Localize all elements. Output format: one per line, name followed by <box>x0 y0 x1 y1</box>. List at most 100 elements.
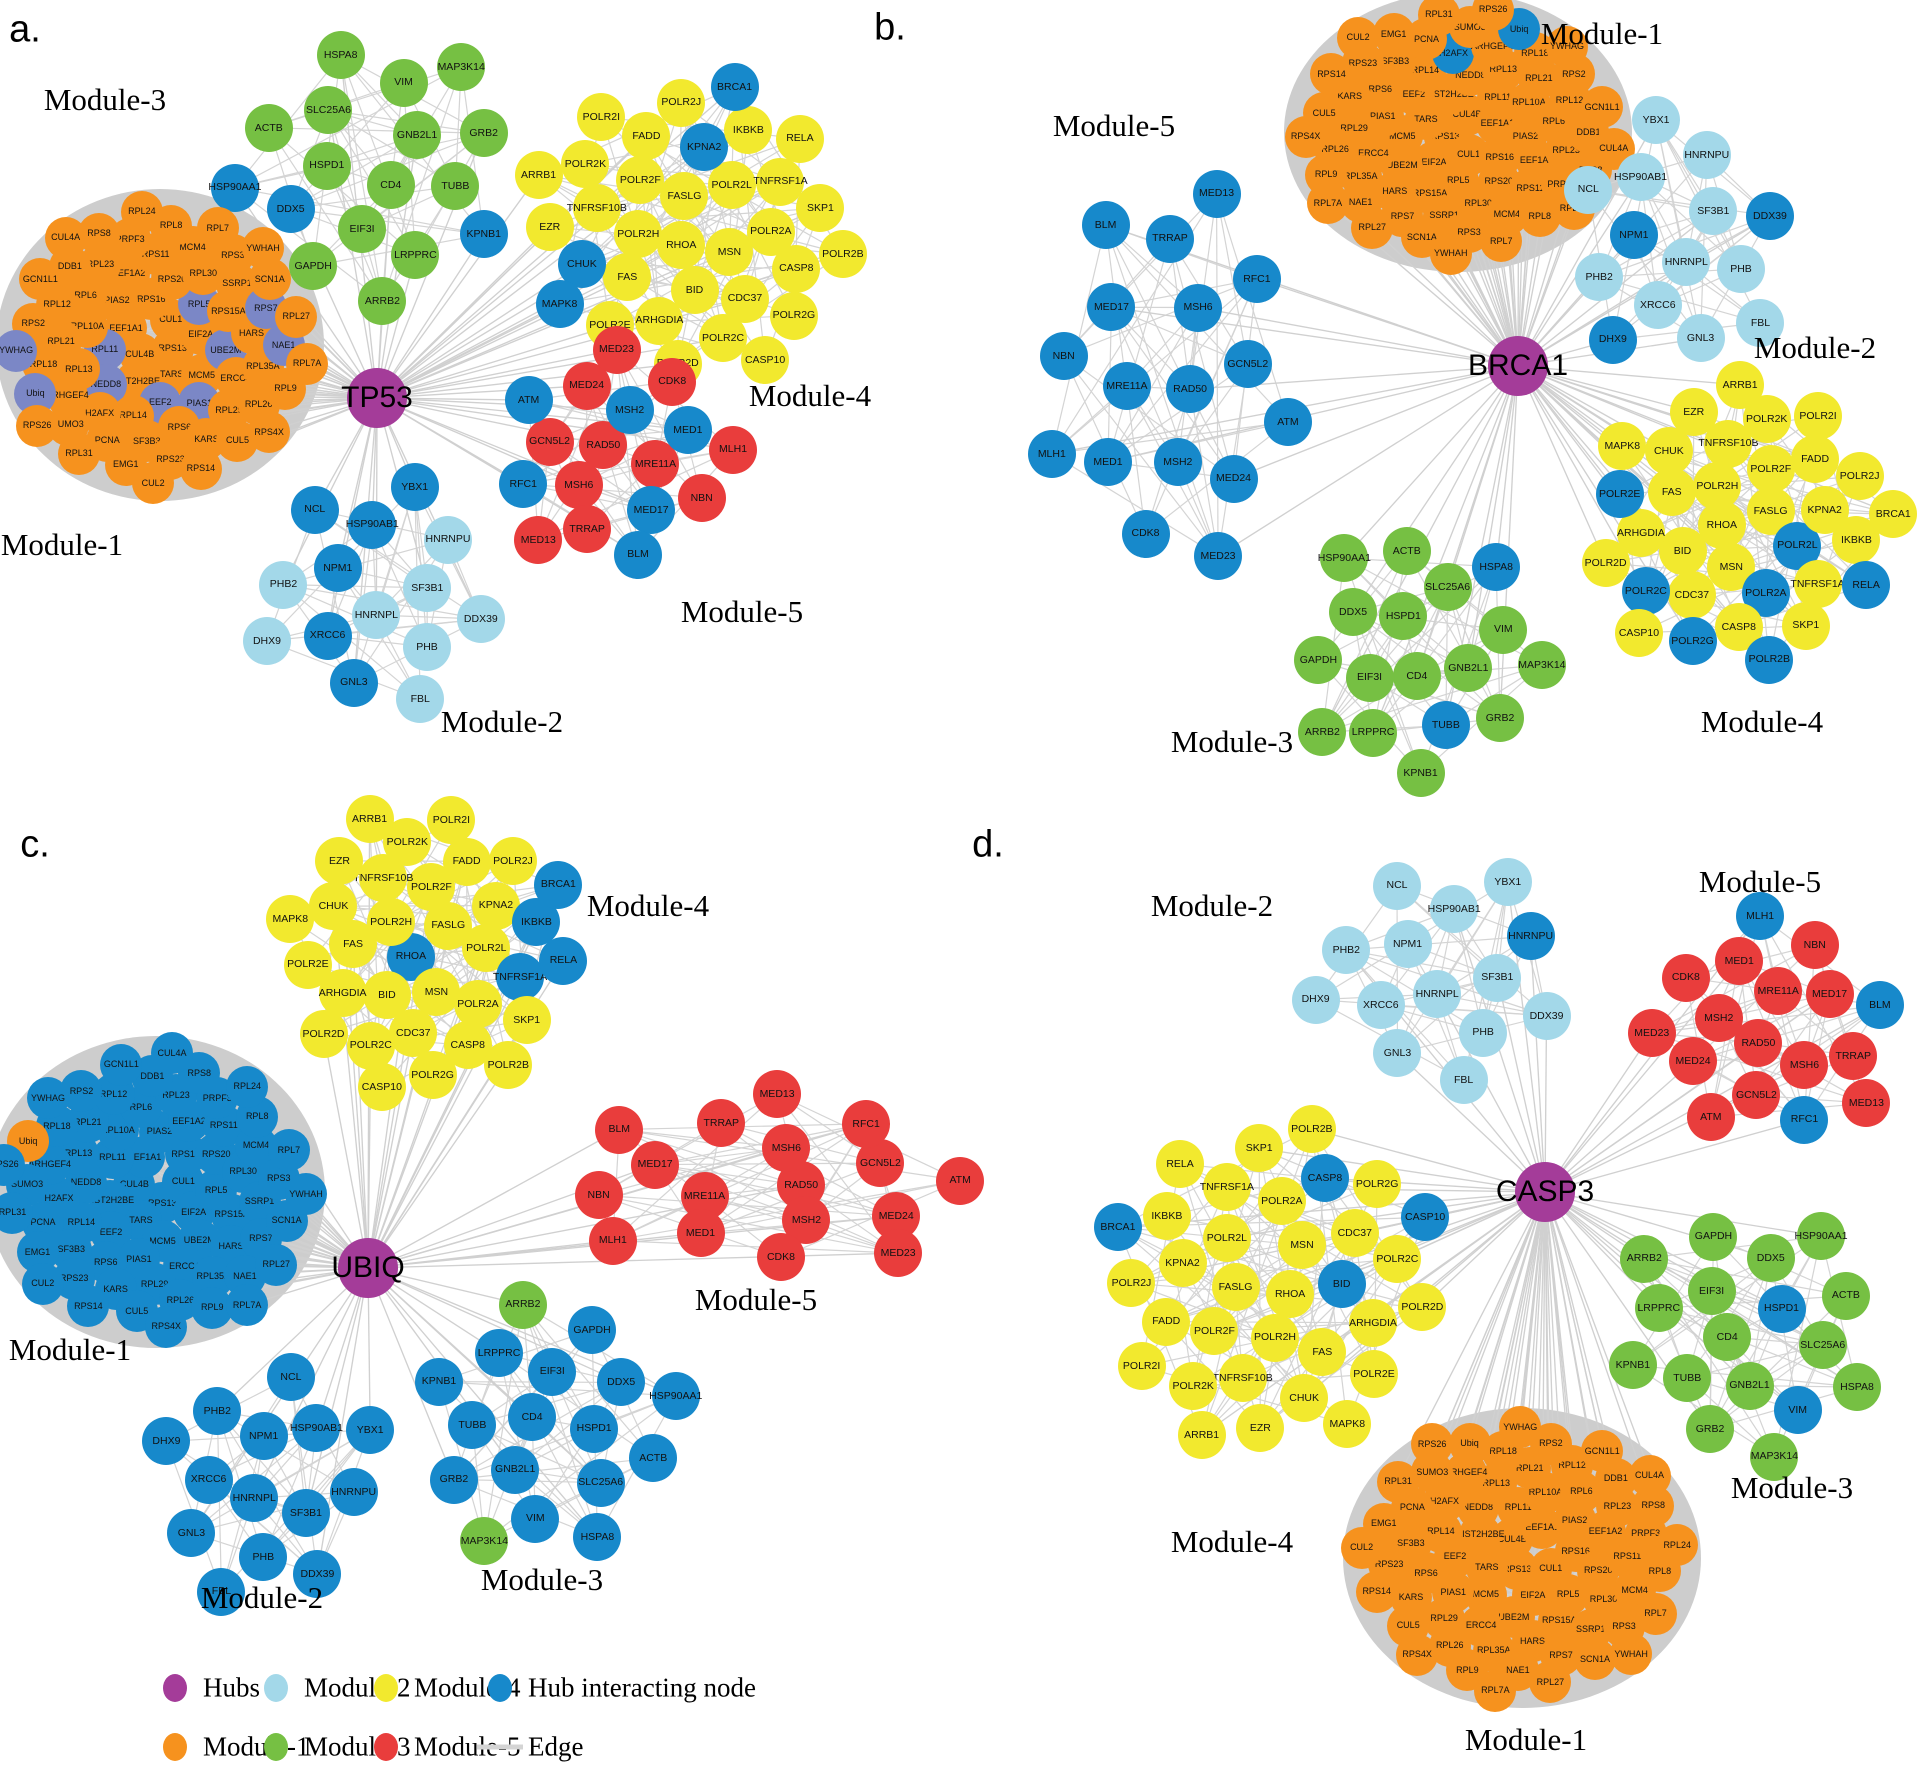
node-rad50: RAD50 <box>1734 1018 1783 1067</box>
node-phb: PHB <box>403 622 452 671</box>
node-ywhag: YWHAG <box>0 329 38 372</box>
node-polr2b: POLR2B <box>1745 635 1794 684</box>
legend-swatch-module-5 <box>374 1733 398 1761</box>
node-blm: BLM <box>1855 981 1904 1030</box>
edge <box>1346 935 1531 951</box>
node-rpl27: RPL27 <box>255 1243 298 1286</box>
edge <box>1169 238 1235 479</box>
module-label-module-2-panel-d: Module-2 <box>1150 888 1274 923</box>
node-casp10: CASP10 <box>741 336 790 385</box>
node-arrb1: ARRB1 <box>345 795 394 844</box>
module-label-module-5-panel-b: Module-5 <box>1052 108 1176 143</box>
node-blm: BLM <box>1081 201 1130 250</box>
node-xrcc6: XRCC6 <box>1356 980 1405 1029</box>
node-cul2: CUL2 <box>21 1262 64 1305</box>
node-med1: MED1 <box>663 405 712 454</box>
edge <box>1226 1191 1546 1239</box>
edge <box>1259 1147 1546 1193</box>
node-tnfrsf1a: TNFRSF1A <box>493 953 547 1002</box>
edge <box>1770 1258 1799 1411</box>
hub-node-casp3: CASP3 <box>1496 1162 1594 1222</box>
node-hspa8: HSPA8 <box>316 31 365 80</box>
node-cdk8: CDK8 <box>1661 953 1710 1002</box>
node-arrb1: ARRB1 <box>1177 1411 1226 1460</box>
node-gapdh: GAPDH <box>289 241 338 290</box>
hub-node-brca1: BRCA1 <box>1468 336 1568 396</box>
node-rpl7: RPL7 <box>1634 1592 1677 1635</box>
node-faslg: FASLG <box>660 171 709 220</box>
node-cd4: CD4 <box>366 161 415 210</box>
edge <box>290 208 484 236</box>
node-polr2j: POLR2J <box>1107 1259 1156 1308</box>
edge <box>1201 1287 1237 1436</box>
module-label-module-1-panel-c: Module-1 <box>8 1332 132 1367</box>
edge <box>1598 154 1708 278</box>
node-grb2: GRB2 <box>459 109 508 158</box>
node-slc25a6: SLC25A6 <box>1798 1320 1847 1369</box>
module-label-module-2-panel-b: Module-2 <box>1753 330 1877 365</box>
node-hspd1: HSPD1 <box>1757 1284 1806 1333</box>
edge <box>1321 551 1408 733</box>
node-casp10: CASP10 <box>1614 608 1663 657</box>
node-ezr: EZR <box>525 202 574 251</box>
node-rpl27: RPL27 <box>1529 1661 1572 1704</box>
edge <box>376 226 551 399</box>
node-polr2h: POLR2H <box>1251 1313 1299 1362</box>
node-polr2c: POLR2C <box>699 314 748 363</box>
node-cd4: CD4 <box>1392 651 1441 700</box>
node-polr2d: POLR2D <box>299 1009 348 1058</box>
hub-node-ubiq: UBIQ <box>331 1238 405 1298</box>
node-trrap: TRRAP <box>697 1099 746 1148</box>
edge <box>376 298 746 399</box>
node-hspa8: HSPA8 <box>1832 1363 1881 1412</box>
edge <box>498 1352 598 1538</box>
edge <box>453 1457 654 1481</box>
module-label-module-2-panel-a: Module-2 <box>440 704 564 739</box>
node-npm1: NPM1 <box>1383 919 1432 968</box>
node-polr2a: POLR2A <box>453 980 502 1029</box>
node-rpl31: RPL31 <box>57 432 100 475</box>
node-atm: ATM <box>1686 1093 1735 1142</box>
node-mapk8: MAPK8 <box>535 280 584 329</box>
edge <box>367 884 559 1269</box>
node-atm: ATM <box>1263 397 1312 446</box>
node-faslg: FASLG <box>1211 1263 1260 1312</box>
node-mapk8: MAPK8 <box>1323 1400 1372 1449</box>
edge <box>1544 1191 1654 1507</box>
node-kpnb1: KPNB1 <box>1608 1341 1657 1390</box>
node-ncl: NCL <box>290 485 339 534</box>
edge <box>216 1267 369 1412</box>
node-hspa8: HSPA8 <box>1472 542 1521 591</box>
node-rela: RELA <box>539 936 588 985</box>
node-ncl: NCL <box>1564 165 1613 214</box>
node-polr2g: POLR2G <box>408 1051 457 1100</box>
node-polr2j: POLR2J <box>657 78 706 127</box>
node-gnb2l1: GNB2L1 <box>393 110 442 159</box>
node-rad50: RAD50 <box>1166 365 1215 414</box>
edge <box>1496 977 1546 1193</box>
node-mlh1: MLH1 <box>709 425 758 474</box>
node-ywhah: YWHAH <box>241 227 284 270</box>
edge <box>1436 993 1546 1193</box>
legend-label-edge: Edge <box>528 1731 584 1762</box>
module-label-module-1-panel-b: Module-1 <box>1540 16 1664 51</box>
node-arrb1: ARRB1 <box>1716 360 1765 409</box>
node-vim: VIM <box>1773 1386 1822 1434</box>
edge <box>1051 278 1258 455</box>
edge <box>615 349 703 499</box>
node-rpl7: RPL7 <box>1480 220 1523 263</box>
node-lrpprc: LRPPRC <box>1634 1284 1683 1333</box>
edge <box>1517 365 1607 564</box>
module-label-module-4-panel-d: Module-4 <box>1170 1524 1294 1559</box>
edge <box>1107 238 1171 462</box>
node-phb2: PHB2 <box>259 560 308 609</box>
node-polr2h: POLR2H <box>1693 462 1742 511</box>
edge <box>1431 1191 1546 1473</box>
edge <box>700 1180 961 1234</box>
node-phb2: PHB2 <box>1575 253 1624 302</box>
node-med13: MED13 <box>753 1070 802 1119</box>
node-hsp90ab1: HSP90AB1 <box>1428 885 1481 934</box>
node-cdc37: CDC37 <box>389 1008 438 1057</box>
node-cul4a: CUL4A <box>44 216 87 259</box>
panel-letter: b. <box>874 6 906 49</box>
